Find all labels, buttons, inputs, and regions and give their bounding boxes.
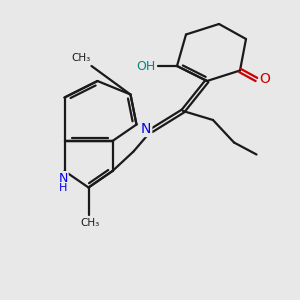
Text: OH: OH xyxy=(136,59,156,73)
Text: N: N xyxy=(58,172,68,185)
Text: O: O xyxy=(260,73,270,86)
Text: N: N xyxy=(141,122,151,136)
Text: CH₃: CH₃ xyxy=(80,218,100,228)
Text: CH₃: CH₃ xyxy=(71,53,91,64)
Text: H: H xyxy=(59,183,67,194)
